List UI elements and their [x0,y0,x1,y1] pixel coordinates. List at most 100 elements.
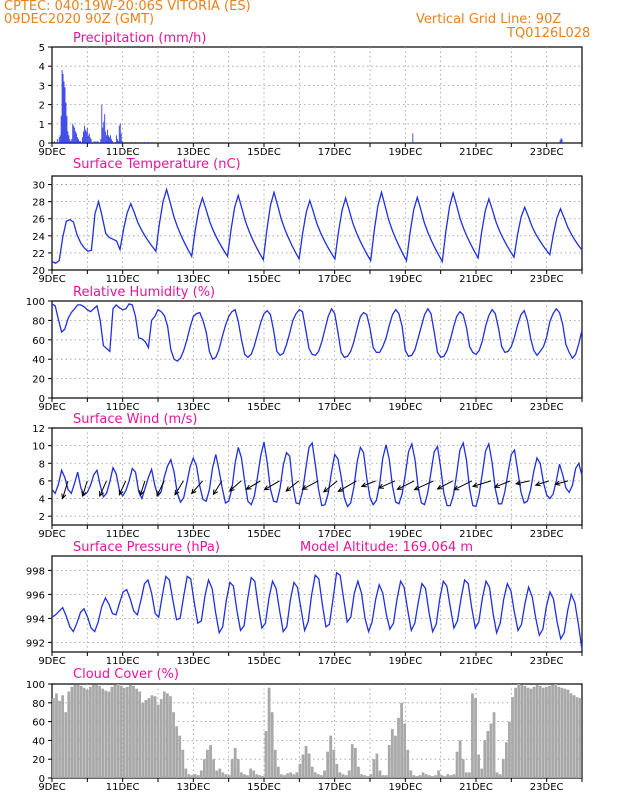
cloud-bar [116,684,120,778]
cloud-bar [307,753,311,778]
cloud-bar [209,745,212,778]
precip-bar [76,133,78,143]
cloud-bar [412,775,416,778]
wind-arrow-shaft [323,480,338,493]
cloud-bar [572,695,576,778]
cloud-bar [129,684,132,778]
cloud-bar [578,698,582,778]
wind-arrow-head [174,489,180,496]
precip-bar [66,116,68,143]
wind-arrow-head [156,490,162,497]
precip-bar [83,131,84,143]
x-tick-label: 11DEC [106,274,140,285]
x-tick-label: 19DEC [388,402,422,413]
cloud-bar [153,696,157,778]
precip-bar [110,135,111,143]
cloud-bar [532,686,536,778]
precip-bar [69,139,71,143]
cloud-bar [230,759,234,778]
cloud-bar [175,726,179,778]
cloud-bar [224,774,228,778]
precip-bar [115,135,117,143]
cloud-bar [147,698,151,778]
wind-arrow-shaft [264,480,280,491]
x-tick-label: 21DEC [459,402,493,413]
cloud-bar [508,721,511,778]
cloud-bar [369,774,373,778]
cloud-bar [526,687,530,778]
wind-arrow-shaft [414,480,434,491]
cloud-bar [501,759,505,778]
x-tick-label: 23DEC [530,402,564,413]
precip-bar [85,131,87,143]
cloud-bar [172,712,175,778]
cloud-bar [575,697,579,778]
cloud-bar [514,687,517,778]
cloud-bar [446,774,450,778]
cloud-bar [58,700,61,778]
cloud-bar [409,770,413,778]
cloud-bar [338,772,342,778]
cloud-bar [221,772,225,778]
precip-bar [97,141,99,143]
cloud-bar [492,712,496,778]
x-tick-label: 17DEC [318,274,352,285]
x-tick-label: 15DEC [247,529,281,540]
cloud-bar [403,723,407,778]
wind-arrow-head [493,483,500,488]
y-tick-label: 8 [39,459,45,470]
cloud-bar [387,745,391,778]
cloud-bar [85,689,89,778]
panel-title: Relative Humidity (%) [73,285,215,300]
cloud-bar [162,691,166,778]
cloud-bar [394,735,397,778]
precip-bar [53,141,55,143]
x-tick-label: 13DEC [176,402,210,413]
cloud-bar [273,749,277,778]
cloud-bar [304,746,308,778]
cloud-bar [360,774,363,778]
cloud-bar [443,776,447,778]
precip-bar [131,142,133,143]
x-tick-label: 19DEC [388,529,422,540]
cloud-bar [335,763,339,778]
wind-arrow-head [453,485,460,491]
precip-bar [101,104,103,143]
cloud-bar [79,685,83,778]
wind-arrow-shaft [118,480,127,495]
x-tick-label: 11DEC [106,147,140,158]
cloud-bar [538,685,542,778]
cloud-bar [341,774,345,778]
panel-subtitle: Model Altitude: 169.064 m [300,540,473,555]
cloud-bar [378,770,382,778]
wind-arrow-shaft [555,480,569,485]
precip-bar [78,139,79,143]
precip-bar [105,131,107,143]
cloud-bar [440,775,444,778]
y-tick-label: 20 [32,375,45,386]
cloud-bar [384,775,388,778]
x-tick-label: 9DEC [38,656,65,667]
precip-bar [116,139,118,143]
y-tick-label: 100 [26,680,45,691]
precip-bar [89,137,91,143]
x-tick-label: 23DEC [530,529,564,540]
header-model-id: TQ0126L028 [507,26,591,41]
cloud-bar [545,686,548,778]
y-tick-label: 0 [39,394,45,405]
cloud-bar [70,686,74,778]
cloud-bar [55,693,58,778]
precip-bar [88,133,90,143]
y-tick-label: 10 [32,442,45,453]
wind-arrow-shaft [437,480,453,490]
y-tick-label: 0 [39,774,45,785]
cloud-bar [178,735,182,778]
cloud-bar [98,685,101,778]
x-tick-label: 23DEC [530,147,564,158]
cloud-bar [452,774,456,778]
cloud-bar [554,684,558,778]
cloud-bar [529,688,533,778]
cloud-bar [381,775,385,778]
panel-title: Surface Wind (m/s) [73,412,197,427]
x-tick-label: 11DEC [106,656,140,667]
